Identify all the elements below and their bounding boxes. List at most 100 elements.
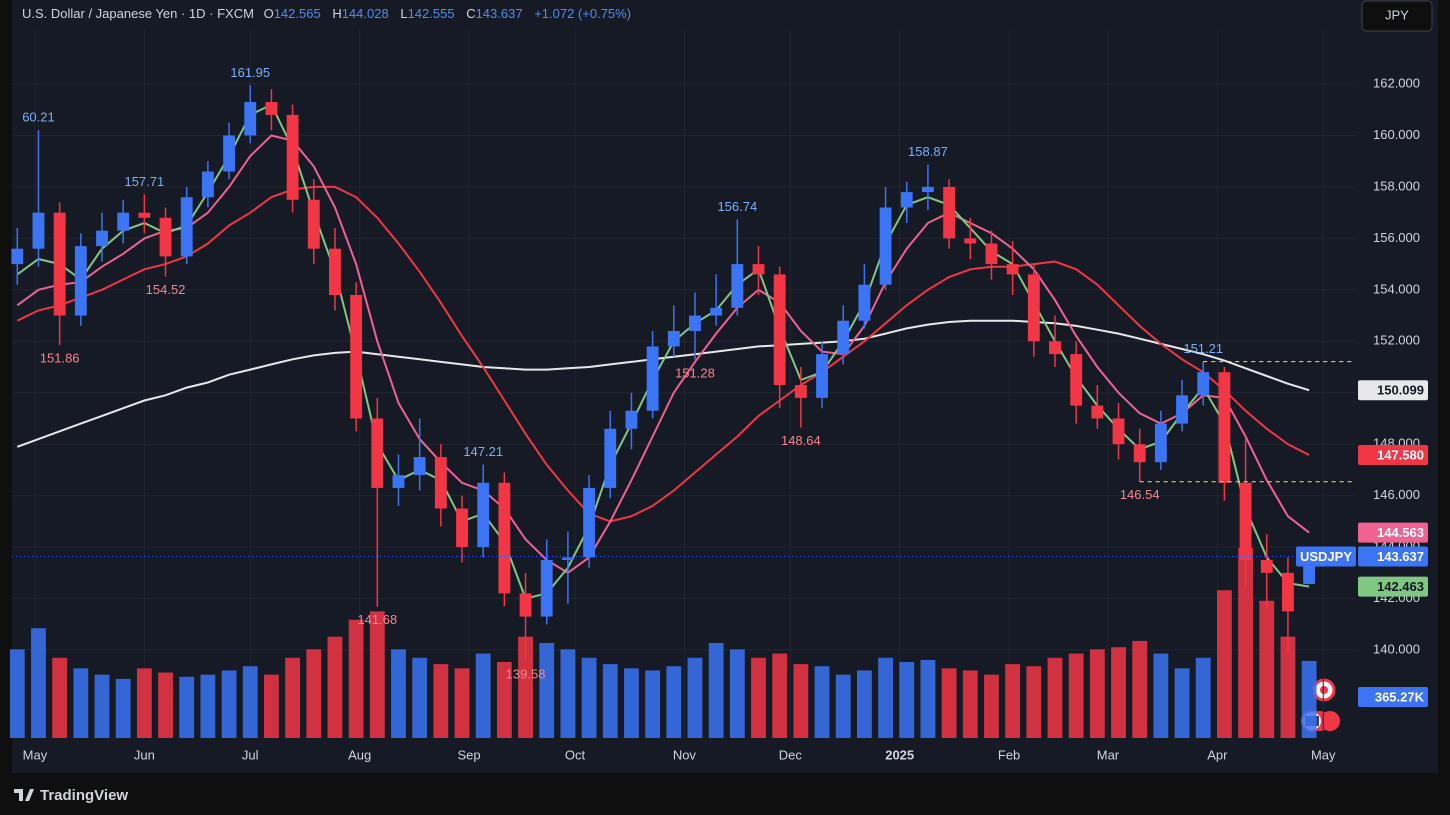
extreme-label: 147.21 [463, 444, 503, 459]
price-tag-label: 150.099 [1377, 383, 1424, 398]
candle-body [138, 212, 151, 218]
candle-body [1006, 264, 1019, 275]
x-tick-label: Apr [1207, 747, 1228, 762]
candle-body [329, 248, 341, 295]
extreme-label: 156.74 [717, 199, 757, 214]
candle-body [350, 294, 363, 419]
open-value: 142.565 [273, 6, 321, 21]
candle-body [180, 197, 193, 257]
candle-body [879, 207, 892, 285]
candle-body [964, 238, 977, 244]
candle-body [540, 559, 553, 617]
extreme-label: 161.95 [230, 65, 270, 80]
volume-bar [1089, 649, 1105, 738]
volume-bar [179, 676, 195, 738]
ohlc-label: L [400, 6, 408, 21]
volume-bar [306, 649, 322, 738]
x-tick-label: Aug [348, 747, 371, 762]
volume-bar [9, 649, 25, 738]
symbol-tag-label: USDJPY [1300, 549, 1352, 564]
volume-bar [115, 678, 131, 738]
candle-body [667, 331, 680, 347]
volume-bar [645, 670, 661, 738]
volume-bar [878, 657, 893, 738]
volume-bar [242, 666, 258, 738]
price-tag-label: 142.463 [1377, 579, 1424, 594]
candle-body [837, 320, 850, 355]
low-value: 142.555 [407, 6, 455, 21]
candle-body [561, 557, 574, 560]
candle-body [223, 135, 235, 172]
volume-bar [200, 674, 216, 738]
volume-bar [814, 666, 830, 738]
candle-body [689, 315, 701, 332]
candle-body [477, 482, 490, 548]
candle-body [307, 199, 320, 249]
candle-body [625, 410, 638, 429]
y-tick-label: 154.000 [1373, 281, 1420, 296]
candle-body [286, 114, 299, 200]
candle-body [1154, 423, 1167, 463]
volume-bar [94, 674, 110, 738]
candle-body [1282, 572, 1294, 612]
candle-body [1197, 372, 1210, 396]
price-tag-label: 144.563 [1377, 525, 1424, 540]
y-tick-label: 146.000 [1373, 487, 1420, 502]
y-tick-label: 156.000 [1373, 230, 1420, 245]
y-tick-label: 162.000 [1373, 75, 1420, 90]
price-tag [1358, 546, 1428, 567]
volume-bar [285, 657, 301, 738]
currency-button[interactable] [1361, 0, 1433, 32]
candle-body [96, 230, 108, 247]
candle-body [392, 475, 405, 488]
volume-bar [433, 664, 449, 738]
extreme-label: 151.21 [1183, 341, 1223, 356]
x-tick-label: Dec [779, 747, 803, 762]
volume-bar [581, 657, 597, 738]
currency-label[interactable]: JPY [1385, 7, 1409, 22]
volume-bar [793, 664, 809, 738]
extreme-label: 151.28 [675, 365, 715, 380]
volume-bar [1174, 668, 1190, 738]
moving-average [16, 134, 1310, 574]
volume-tag [1358, 687, 1428, 707]
x-tick-label: Nov [673, 747, 697, 762]
symbol-title: U.S. Dollar / Japanese Yen · 1D · FXCM [22, 6, 254, 21]
candle-body [794, 385, 807, 398]
candle-body [604, 428, 617, 488]
candle-body [1260, 559, 1273, 573]
candle-body [731, 264, 744, 308]
volume-bar [708, 643, 724, 738]
candle-body [434, 457, 447, 509]
volume-bar [518, 636, 533, 738]
candle-body [244, 102, 257, 136]
candle-body [74, 246, 87, 316]
candle-body [583, 487, 596, 558]
extreme-label: 154.52 [146, 282, 186, 297]
volume-bar [454, 668, 470, 738]
candle-body [921, 186, 934, 193]
volume-bar [1301, 660, 1317, 738]
price-tag [1358, 380, 1428, 401]
candle-body [752, 264, 765, 275]
brand: TradingView [40, 787, 128, 804]
y-tick-label: 158.000 [1373, 178, 1420, 193]
volume-bar [391, 649, 406, 738]
price-tag [1358, 522, 1428, 543]
plot-area [9, 30, 1355, 738]
volume-bar [158, 672, 173, 738]
candle-body [1091, 405, 1104, 419]
candle-body [1218, 372, 1231, 483]
x-tick-label: 2025 [885, 747, 914, 762]
candle-body [117, 212, 130, 231]
x-tick-label: Feb [998, 747, 1020, 762]
volume-bar [475, 653, 491, 738]
volume-bar [496, 662, 512, 738]
price-tag-label: 147.580 [1377, 447, 1424, 462]
price-tag [1358, 576, 1428, 597]
volume-bar [31, 628, 46, 738]
candle-body [53, 212, 66, 316]
high-value: 144.028 [341, 6, 389, 21]
